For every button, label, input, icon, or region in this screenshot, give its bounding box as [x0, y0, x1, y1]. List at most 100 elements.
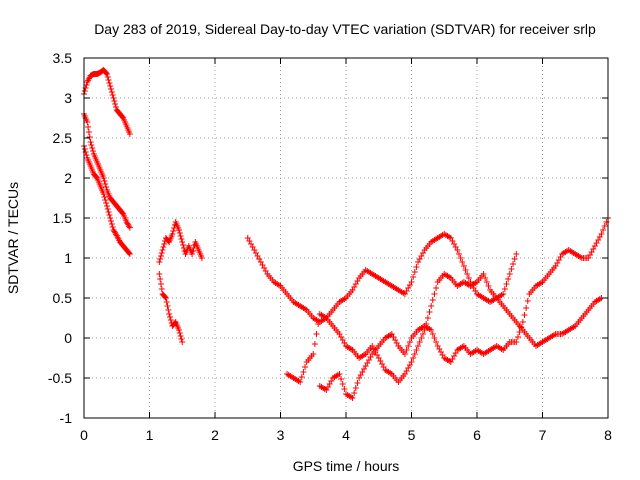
- series-arc-3: [81, 143, 133, 257]
- data-point: [413, 264, 420, 270]
- data-point: [429, 297, 436, 303]
- data-point: [166, 314, 173, 320]
- data-point: [107, 215, 114, 221]
- data-point: [177, 333, 184, 339]
- data-point: [354, 380, 361, 386]
- data-point: [433, 285, 440, 291]
- data-point: [459, 259, 466, 265]
- data-point: [162, 295, 169, 301]
- data-point: [165, 307, 172, 313]
- data-point: [482, 275, 489, 281]
- data-point: [514, 334, 521, 340]
- series-arc-4: [156, 219, 205, 265]
- data-point: [126, 131, 133, 137]
- data-point: [351, 390, 358, 396]
- data-point: [103, 184, 110, 190]
- data-point: [167, 317, 174, 323]
- data-point: [103, 200, 110, 206]
- data-point: [341, 386, 348, 392]
- data-point: [108, 218, 115, 224]
- y-tick-label: 2: [64, 170, 72, 186]
- data-point: [104, 74, 111, 80]
- x-tick-label: 3: [277, 427, 285, 443]
- data-point: [406, 339, 413, 345]
- data-point: [103, 71, 110, 77]
- grid-lines: [84, 58, 608, 418]
- data-point: [156, 271, 163, 277]
- data-point: [101, 194, 108, 200]
- data-point: [505, 276, 512, 282]
- data-point: [176, 330, 183, 336]
- data-point: [510, 261, 517, 267]
- data-point: [300, 369, 307, 375]
- data-point: [429, 331, 436, 337]
- data-point: [81, 146, 88, 152]
- data-point: [107, 83, 114, 89]
- data-point: [431, 335, 438, 341]
- data-point: [109, 92, 116, 98]
- x-tick-label: 5: [408, 427, 416, 443]
- y-tick-label: 0: [64, 330, 72, 346]
- data-point: [519, 319, 526, 325]
- x-tick-label: 7: [539, 427, 547, 443]
- data-point: [462, 267, 469, 273]
- data-point: [410, 355, 417, 361]
- data-point: [166, 311, 173, 317]
- data-point: [84, 119, 91, 125]
- y-tick-labels: -1 -0.5 0 0.5 1 1.5 2 2.5 3 3.5: [48, 50, 72, 426]
- data-point: [455, 251, 462, 257]
- data-point: [460, 263, 467, 269]
- data-point: [403, 347, 410, 353]
- data-point: [111, 98, 118, 104]
- data-point: [310, 351, 317, 357]
- x-tick-label: 2: [211, 427, 219, 443]
- data-point: [126, 223, 133, 230]
- data-point: [103, 203, 110, 209]
- data-point: [408, 359, 415, 365]
- data-point: [601, 223, 608, 229]
- data-point: [503, 281, 510, 287]
- y-tick-label: -1: [60, 410, 73, 426]
- data-point: [513, 339, 520, 345]
- data-point: [339, 381, 346, 387]
- data-point: [189, 248, 196, 254]
- data-point: [598, 231, 605, 237]
- data-point: [159, 247, 166, 253]
- data-point: [89, 145, 96, 151]
- data-point: [424, 315, 431, 321]
- data-point: [408, 279, 415, 285]
- data-point: [102, 181, 109, 187]
- data-point: [126, 251, 133, 257]
- data-point: [85, 124, 92, 130]
- data-point: [313, 331, 320, 337]
- data-point: [178, 236, 185, 242]
- data-point: [175, 327, 182, 333]
- data-point: [100, 175, 107, 181]
- data-point: [506, 271, 513, 277]
- data-point: [349, 395, 356, 401]
- data-point: [524, 298, 531, 304]
- data-point: [176, 230, 183, 236]
- data-point: [511, 256, 518, 262]
- data-point: [157, 253, 164, 259]
- data-point: [108, 86, 115, 92]
- data-point: [90, 148, 97, 154]
- data-point: [169, 231, 176, 237]
- data-point: [179, 239, 186, 245]
- data-point: [518, 324, 525, 330]
- data-point: [457, 255, 464, 261]
- data-point: [401, 351, 408, 357]
- data-point: [410, 274, 417, 280]
- data-point: [110, 95, 117, 101]
- data-point: [156, 259, 163, 265]
- data-point: [336, 371, 343, 377]
- series-arc-2: [81, 111, 133, 231]
- data-point: [103, 70, 110, 76]
- data-point: [411, 351, 418, 357]
- data-point: [100, 191, 107, 197]
- data-point: [175, 227, 182, 233]
- data-point: [161, 241, 168, 247]
- data-point: [86, 134, 93, 140]
- data-point: [405, 343, 412, 349]
- data-point: [523, 305, 530, 311]
